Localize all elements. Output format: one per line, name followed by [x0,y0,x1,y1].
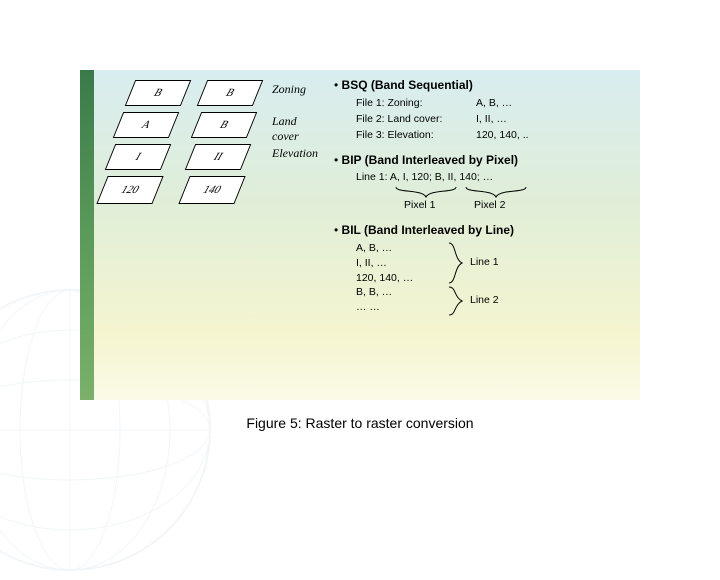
brace-line2 [446,285,464,317]
cell-elevband-1: II [185,144,252,170]
bil-title: BIL (Band Interleaved by Line) [342,223,514,237]
pixel-2-label: Pixel 2 [474,199,506,211]
bsq-v-0: A, B, … [476,96,512,112]
line-1-label: Line 1 [470,255,499,270]
bil-row-2: 120, 140, … [356,271,634,286]
layer-label-zoning: Zoning [272,82,306,97]
bsq-title: BSQ (Band Sequential) [342,78,473,92]
bip-line-text: Line 1: A, I, 120; B, II, 140; … [356,171,634,183]
bsq-k-2: File 3: Elevation: [356,128,476,144]
bil-body: A, B, … I, II, … 120, 140, … B, B, … … …… [356,241,634,314]
bsq-row-0: File 1: Zoning: A, B, … [356,96,634,112]
bip-title: BIP (Band Interleaved by Pixel) [342,153,519,167]
formats-column: • BSQ (Band Sequential) File 1: Zoning: … [334,78,634,315]
layer-label-landcover: Land cover [272,114,299,144]
bil-row-0: A, B, … [356,241,634,256]
cell-elev-1: 140 [179,176,246,204]
raster-layers: B B Zoning A B Land cover I II Elevation… [104,78,294,228]
brace-line1 [446,241,464,285]
bsq-rows: File 1: Zoning: A, B, … File 2: Land cov… [356,96,634,143]
bip-braces: Pixel 1 Pixel 2 [356,185,634,215]
cell-elevband-0: I [105,144,172,170]
bsq-k-1: File 2: Land cover: [356,112,476,128]
bsq-v-2: 120, 140, .. [476,128,529,144]
cell-landcover-0: A [113,112,180,138]
pixel-1-label: Pixel 1 [404,199,436,211]
bsq-row-2: File 3: Elevation: 120, 140, .. [356,128,634,144]
brace-pixel1 [394,185,458,199]
bsq-heading: • BSQ (Band Sequential) [334,78,634,92]
bsq-row-1: File 2: Land cover: I, II, … [356,112,634,128]
layer-label-elevation: Elevation [272,146,318,161]
bip-section: • BIP (Band Interleaved by Pixel) Line 1… [334,153,634,215]
cell-zoning-0: B [125,80,192,106]
brace-pixel2 [464,185,528,199]
cell-elev-0: 120 [96,176,163,204]
panel-body: B B Zoning A B Land cover I II Elevation… [94,70,640,400]
cell-landcover-1: B [191,112,258,138]
cell-zoning-1: B [197,80,264,106]
bil-section: • BIL (Band Interleaved by Line) A, B, …… [334,223,634,314]
bip-heading: • BIP (Band Interleaved by Pixel) [334,153,634,167]
bil-heading: • BIL (Band Interleaved by Line) [334,223,634,237]
figure-caption: Figure 5: Raster to raster conversion [0,415,720,431]
bsq-k-0: File 1: Zoning: [356,96,476,112]
figure-panel: B B Zoning A B Land cover I II Elevation… [80,70,640,400]
line-2-label: Line 2 [470,293,499,308]
bsq-v-1: I, II, … [476,112,507,128]
side-stripe [80,70,94,400]
